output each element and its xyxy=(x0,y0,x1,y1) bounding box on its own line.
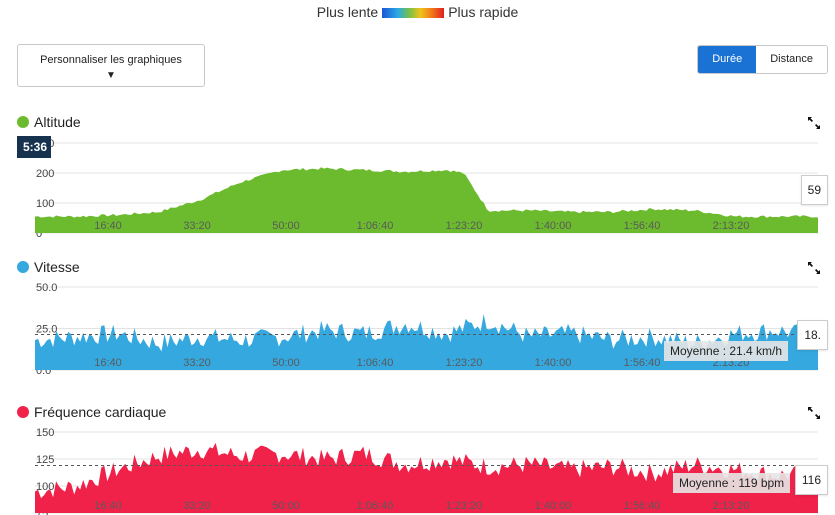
altitude-y-tick-label: 100 xyxy=(36,198,54,210)
pace-gradient xyxy=(382,8,445,19)
speed-x-tick-label: 50:00 xyxy=(272,357,300,369)
altitude-dot xyxy=(17,116,29,128)
cursor-time-tag: 5:36 xyxy=(17,136,51,158)
altitude-title-text: Altitude xyxy=(34,114,81,130)
heart-x-tick-label: 1:23:20 xyxy=(446,500,483,512)
speed-chart[interactable]: 0.025.050.016:40 33:20 50:00 1:06:40 1:23:20… xyxy=(0,280,835,380)
altitude-y-tick-label: 0 xyxy=(36,228,42,240)
speed-title-text: Vitesse xyxy=(34,259,80,275)
expand-icon[interactable] xyxy=(807,116,821,130)
heart-dot xyxy=(17,406,29,418)
heart-series-area xyxy=(35,442,818,513)
heart-x-tick-label: 1:40:00 xyxy=(535,500,572,512)
speed-x-tick-label: 1:06:40 xyxy=(357,357,394,369)
speed-y-tick-label: 25.0 xyxy=(36,324,57,336)
altitude-x-tick-label: 33:20 xyxy=(183,220,211,232)
speed-x-tick-label: 1:56:40 xyxy=(624,357,661,369)
heart-average-label: Moyenne : 119 bpm xyxy=(673,473,791,493)
altitude-x-tick-label: 2:13:20 xyxy=(713,220,750,232)
altitude-title: Altitude xyxy=(17,114,81,130)
heart-y-tick-label: 150 xyxy=(36,427,54,439)
distance-toggle-button[interactable]: Distance xyxy=(756,46,827,73)
altitude-series-area xyxy=(35,167,818,233)
axis-toggle: Durée Distance xyxy=(697,45,828,74)
heart-x-tick-label: 2:13:20 xyxy=(713,500,750,512)
speed-average-label: Moyenne : 21.4 km/h xyxy=(664,341,789,361)
speed-series-area xyxy=(35,314,818,370)
altitude-x-tick-label: 16:40 xyxy=(94,220,122,232)
heart-x-tick-label: 50:00 xyxy=(272,500,300,512)
altitude-chart[interactable]: 010020030016:4033:2050:001:06:401:23:201… xyxy=(0,135,835,240)
speed-x-tick-label: 16:40 xyxy=(94,357,122,369)
heart-x-tick-label: 33:20 xyxy=(183,500,211,512)
heart-y-tick-label: 125 xyxy=(36,454,54,466)
speed-x-tick-label: 33:20 xyxy=(183,357,211,369)
speed-x-tick-label: 1:23:20 xyxy=(446,357,483,369)
speed-y-tick-label: 50.0 xyxy=(36,282,57,294)
heart-y-tick-label: 100 xyxy=(36,481,54,493)
altitude-y-tick-label: 200 xyxy=(36,168,54,180)
pace-legend: Plus lente Plus rapide xyxy=(0,4,835,20)
expand-icon[interactable] xyxy=(807,261,821,275)
heart-value-badge: 116 xyxy=(794,465,828,495)
fast-label: Plus rapide xyxy=(448,4,519,20)
speed-x-tick-label: 1:40:00 xyxy=(535,357,572,369)
customize-label: Personnaliser les graphiques xyxy=(40,54,182,66)
heart-x-tick-label: 16:40 xyxy=(94,500,122,512)
altitude-value-badge: 59 xyxy=(800,175,828,205)
altitude-x-tick-label: 50:00 xyxy=(272,220,300,232)
heart-x-tick-label: 1:06:40 xyxy=(357,500,394,512)
altitude-x-tick-label: 1:06:40 xyxy=(357,220,394,232)
speed-value-badge: 18. xyxy=(797,320,828,350)
heart-x-tick-label: 1:56:40 xyxy=(624,500,661,512)
expand-icon[interactable] xyxy=(807,406,821,420)
heart-chart[interactable]: 7510012515016:4033:2050:001:06:401:23:20… xyxy=(0,425,835,515)
speed-dot xyxy=(17,261,29,273)
slow-label: Plus lente xyxy=(316,4,379,20)
heart-title-text: Fréquence cardiaque xyxy=(34,404,167,420)
altitude-x-tick-label: 1:56:40 xyxy=(624,220,661,232)
customize-charts-button[interactable]: Personnaliser les graphiques ▼ xyxy=(17,44,205,87)
duration-toggle-button[interactable]: Durée xyxy=(698,46,757,73)
heart-title: Fréquence cardiaque xyxy=(17,404,166,420)
speed-title: Vitesse xyxy=(17,259,80,275)
altitude-x-tick-label: 1:23:20 xyxy=(446,220,483,232)
altitude-x-tick-label: 1:40:00 xyxy=(535,220,572,232)
caret-down-icon: ▼ xyxy=(106,70,116,81)
